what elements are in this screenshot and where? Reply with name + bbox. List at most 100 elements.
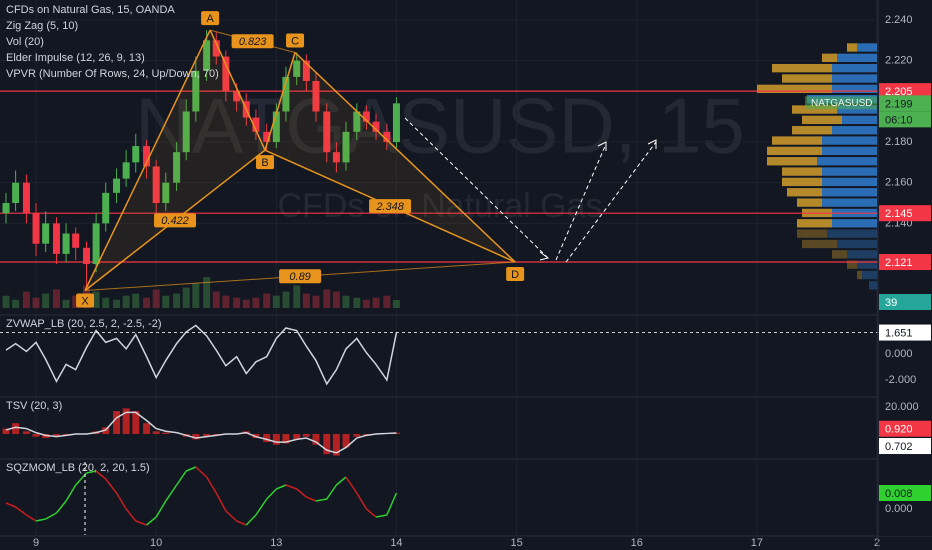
pattern-point-label: C — [291, 35, 299, 47]
vp-up-bar — [832, 74, 877, 83]
momentum-segment — [55, 500, 67, 514]
vp-down-bar — [797, 229, 827, 238]
pattern-leg — [264, 52, 296, 151]
vp-down-bar — [782, 167, 822, 176]
level-label: 2.205 — [885, 86, 913, 98]
volume-bar — [32, 297, 40, 308]
candle-body — [312, 80, 320, 112]
volume-bar — [113, 299, 121, 308]
volume-bar — [293, 285, 301, 308]
volume-bar — [162, 295, 170, 308]
volume-bar — [323, 289, 331, 308]
volume-bar — [222, 295, 230, 308]
y-tick-label: 20.000 — [885, 401, 919, 413]
legend-entry: Elder Impulse (12, 26, 9, 13) — [6, 52, 145, 64]
momentum-segment — [15, 506, 27, 516]
momentum-segment — [356, 492, 368, 510]
momentum-segment — [335, 476, 347, 486]
volume-bar — [203, 277, 211, 308]
arrow-head — [647, 139, 657, 149]
last-value: 1.651 — [885, 327, 913, 339]
momentum-segment — [45, 512, 57, 520]
volume-bar — [102, 297, 110, 308]
level-label-box — [879, 205, 931, 222]
volume-bar — [62, 299, 70, 308]
momentum-segment — [135, 520, 147, 526]
volume-bar — [52, 289, 60, 308]
vp-up-bar — [832, 84, 877, 94]
volume-bar — [383, 295, 391, 308]
ratio-box — [369, 199, 412, 214]
vp-down-bar — [772, 63, 832, 73]
candle-body — [342, 131, 350, 163]
vp-up-bar — [822, 136, 877, 145]
ratio-box — [279, 269, 322, 284]
watermark-subtitle: CFDs on Natural Gas — [278, 187, 603, 225]
candle-body — [152, 166, 160, 204]
pattern-point-label: A — [206, 13, 214, 25]
y-tick-label: 2.240 — [885, 14, 913, 26]
last-value-box — [879, 485, 931, 501]
vp-down-bar — [802, 115, 842, 125]
volume-bar — [302, 293, 310, 308]
momentum-segment — [195, 466, 208, 478]
candle-body — [353, 111, 361, 132]
vp-up-bar — [817, 157, 877, 166]
volume-bar — [342, 295, 350, 308]
x-tick-label: 13 — [270, 537, 282, 549]
last-value: 0.920 — [885, 424, 913, 436]
momentum-segment — [255, 498, 268, 516]
candle-body — [182, 111, 190, 153]
vp-down-bar — [767, 157, 817, 166]
vp-down-bar — [797, 198, 822, 207]
ratio-label: 0.823 — [239, 36, 267, 48]
candle-body — [233, 91, 241, 102]
last-volume: 39 — [885, 297, 897, 309]
vp-down-bar — [847, 43, 857, 52]
x-tick-label: 17 — [751, 537, 763, 549]
volume-bar — [312, 295, 320, 308]
volume-bar — [252, 297, 260, 308]
candle-body — [392, 103, 400, 142]
signal-value: 0.702 — [885, 441, 913, 453]
momentum-segment — [165, 484, 178, 502]
vp-down-bar — [782, 74, 832, 83]
momentum-segment — [115, 492, 127, 510]
candle-body — [102, 192, 110, 224]
indicator-title: ZVWAP_LB (20, 2.5, 2, -2.5, -2) — [6, 318, 162, 330]
candle-body — [52, 223, 60, 254]
candle-body — [113, 178, 121, 193]
level-label: 2.145 — [885, 208, 913, 220]
volume-bar — [122, 295, 130, 308]
pattern-point-label: B — [261, 157, 268, 169]
momentum-segment — [245, 514, 257, 526]
y-tick-label: 0.000 — [885, 503, 913, 515]
vp-up-bar — [832, 219, 877, 228]
vp-down-bar — [802, 239, 837, 249]
momentum-segment — [296, 488, 307, 498]
candle-body — [203, 40, 211, 71]
vp-up-bar — [837, 239, 877, 249]
candle-body — [82, 247, 90, 265]
pattern-point — [506, 267, 525, 282]
candle-body — [22, 182, 30, 214]
pattern-fill — [265, 52, 516, 263]
candle-body — [162, 182, 170, 204]
ratio-box — [154, 213, 197, 228]
projection-line — [404, 117, 549, 259]
candle-body — [383, 131, 391, 142]
vp-down-bar — [767, 146, 822, 156]
last-value-box — [879, 324, 931, 341]
ratio-label: 2.348 — [375, 201, 404, 213]
momentum-segment — [146, 516, 157, 526]
x-tick-label: 10 — [150, 537, 162, 549]
vp-down-bar — [772, 136, 822, 145]
candle-body — [252, 117, 260, 132]
momentum-segment — [225, 510, 238, 522]
vp-up-bar — [822, 177, 877, 187]
oscillator-line — [5, 324, 398, 386]
symbol-box — [805, 96, 877, 110]
volume-bar — [12, 299, 20, 308]
y-tick-label: 2.180 — [885, 136, 913, 148]
